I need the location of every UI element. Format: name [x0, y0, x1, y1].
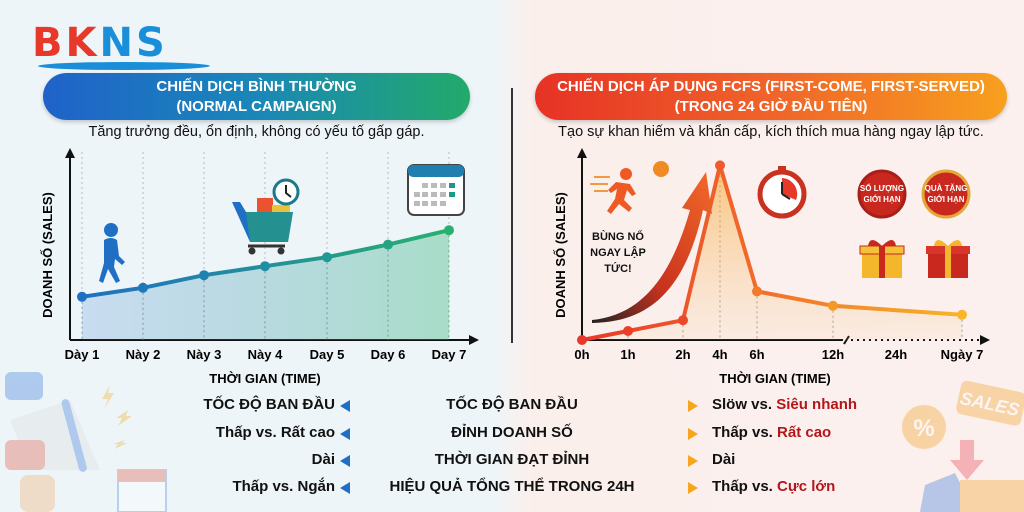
data-point [957, 309, 967, 320]
svg-text:%: % [913, 415, 934, 442]
svg-text:GIỚI HẠN: GIỚI HẠN [863, 195, 900, 204]
svg-text:GIỚI HẠN: GIỚI HẠN [927, 195, 964, 204]
calendar-icon [407, 164, 465, 216]
burst-label: BÙNG NỔ NGAY LẬP TỨC! [590, 230, 646, 275]
data-point [752, 286, 762, 297]
normal-comparison-value: Thấp vs. Rất cao [215, 424, 335, 441]
svg-text:SỐ LƯỢNG: SỐ LƯỢNG [860, 183, 904, 193]
data-point [623, 326, 633, 336]
arrow-right-head [688, 482, 698, 494]
arrow-right-head [688, 400, 698, 412]
walking-person-icon [99, 223, 125, 283]
fcfs-campaign-header: CHIẾN DỊCH ÁP DỤNG FCFS (FIRST-COME, FIR… [535, 73, 1007, 120]
arrow-left-head [340, 482, 350, 494]
bkns-logo: BKNS [32, 20, 168, 66]
data-point [444, 225, 454, 236]
fcfs-comparison-value: Dài [712, 451, 736, 468]
data-point [828, 300, 838, 311]
running-person-icon [590, 161, 669, 214]
gift-box-yellow-icon [859, 240, 905, 278]
x-tick-label: 4h [712, 347, 727, 362]
arrow-left-head [340, 428, 350, 440]
data-point [715, 160, 725, 171]
x-tick-label: Day 5 [310, 347, 345, 362]
shopping-cart-icon [232, 178, 300, 255]
x-tick-label: 12h [822, 347, 844, 362]
data-point [138, 282, 148, 293]
x-axis-label: THỜI GIAN (TIME) [719, 371, 830, 386]
comparison-metric: ĐỈNH DOANH SỐ [451, 424, 573, 441]
x-tick-label: 2h [675, 347, 690, 362]
x-tick-label: Này 4 [248, 347, 283, 362]
arrow-right-head [688, 428, 698, 440]
normal-comparison-value: Thấp vs. Ngắn [232, 478, 335, 495]
x-tick-label: 6h [749, 347, 764, 362]
x-tick-label: Này 2 [126, 347, 161, 362]
divider [511, 88, 513, 343]
fcfs-comparison-value: Slöw vs. Siêu nhanh [712, 396, 858, 413]
x-axis-label: THỜI GIAN (TIME) [209, 371, 320, 386]
data-point [199, 270, 209, 281]
comparison-metric: THỜI GIAN ĐẠT ĐỈNH [434, 451, 590, 468]
x-tick-label: Dày 1 [65, 347, 100, 362]
y-axis-label: DOANH SỐ (SALES) [553, 192, 568, 318]
arrow-left-head [340, 455, 350, 467]
sales-decoration: % SALES [902, 380, 1024, 512]
normal-comparison-value: TỐC ĐỘ BAN ĐẦU [203, 396, 335, 413]
normal-comparison-value: Dài [311, 451, 335, 468]
data-point [77, 291, 87, 302]
arrow-right-head [688, 455, 698, 467]
comparison-metric: HIỆU QUẢ TỔNG THỂ TRONG 24H [389, 478, 635, 495]
limited-gift-badge: QUÀ TẶNG GIỚI HẠN [921, 169, 971, 219]
x-tick-label: Ngày 7 [941, 347, 984, 362]
comparison-metric: TỐC ĐỘ BAN ĐẦU [446, 396, 578, 413]
limited-quantity-badge: SỐ LƯỢNG GIỚI HẠN [857, 169, 907, 219]
fcfs-comparison-value: Thấp vs. Rất cao [712, 424, 832, 441]
data-point [260, 261, 270, 272]
series-area [582, 165, 962, 340]
burst-arrow-icon [592, 172, 712, 323]
normal-campaign-subtitle: Tăng trưởng đều, ổn định, không có yếu t… [88, 124, 425, 140]
data-point [383, 239, 393, 250]
x-axis-arrow [469, 335, 479, 345]
arrow-left-head [340, 400, 350, 412]
stopwatch-icon [757, 166, 807, 219]
fcfs-campaign-subtitle: Tạo sự khan hiếm và khẩn cấp, kích thích… [558, 124, 984, 140]
normal-campaign-header: CHIẾN DỊCH BÌNH THƯỜNG (NORMAL CAMPAIGN) [43, 73, 470, 120]
svg-text:QUÀ TẶNG: QUÀ TẶNG [925, 184, 968, 193]
series-area [82, 230, 449, 340]
x-tick-label: Day 7 [432, 347, 467, 362]
data-point [322, 252, 332, 263]
data-point [577, 335, 587, 345]
x-tick-label: Day 6 [371, 347, 406, 362]
x-tick-label: 0h [574, 347, 589, 362]
gift-box-red-icon [926, 240, 970, 278]
x-axis-arrow [980, 335, 990, 345]
y-axis-arrow [65, 148, 75, 158]
fcfs-comparison-value: Thấp vs. Cực lớn [712, 478, 836, 495]
data-point [678, 315, 688, 326]
x-tick-label: 24h [885, 347, 907, 362]
x-tick-label: Này 3 [187, 347, 222, 362]
x-tick-label: 1h [620, 347, 635, 362]
y-axis-label: DOANH SỐ (SALES) [40, 192, 55, 318]
y-axis-arrow [577, 148, 587, 158]
megaphone-decoration [5, 372, 167, 512]
